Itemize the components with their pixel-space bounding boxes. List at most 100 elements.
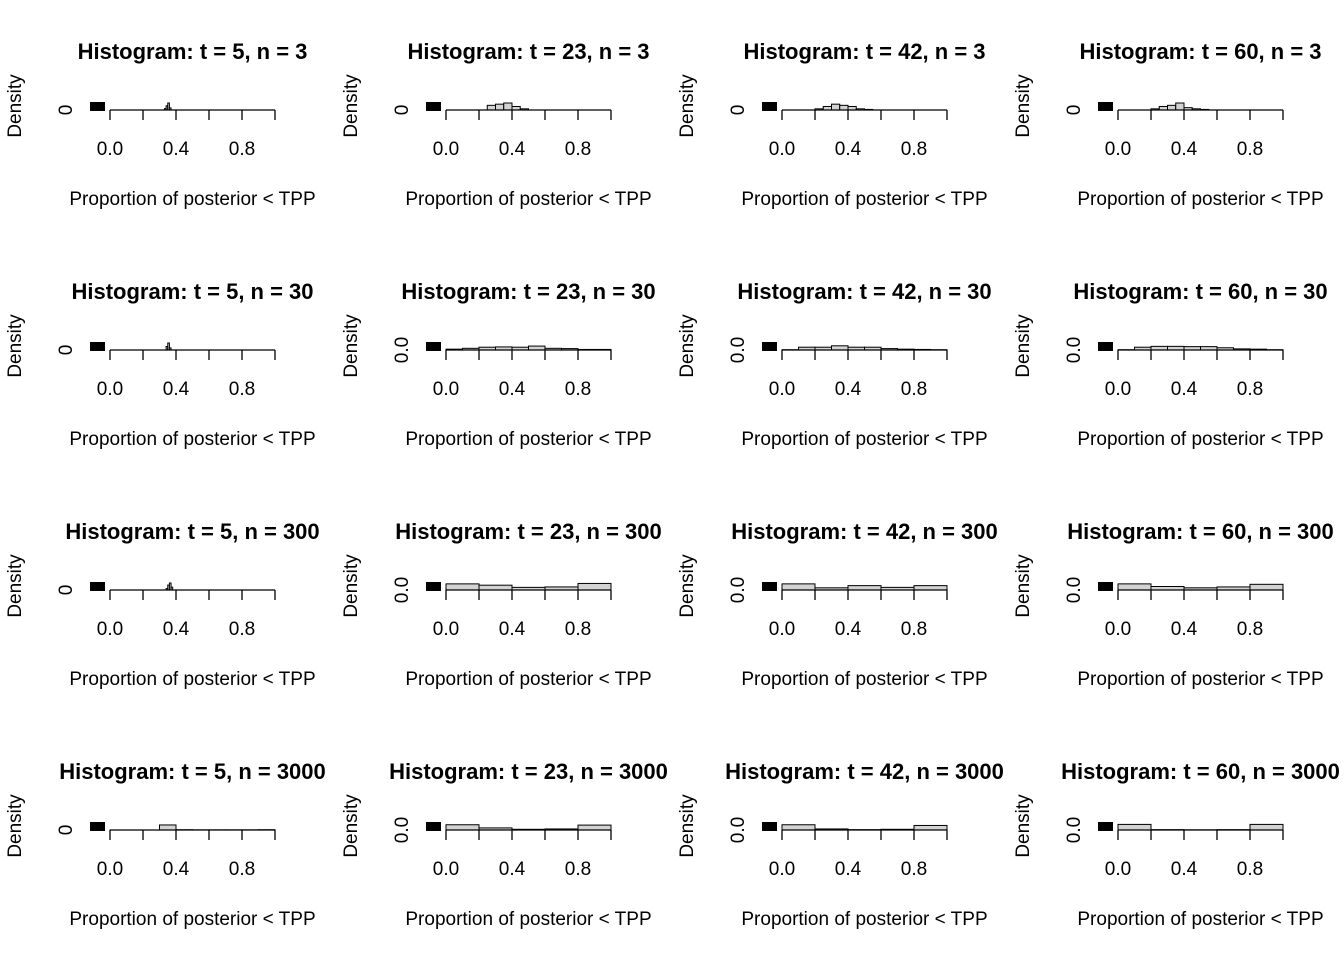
x-axis-label: Proportion of posterior < TPP (405, 669, 651, 690)
y-tick-label: 0 (56, 585, 77, 596)
x-tick-label: 0.8 (229, 139, 255, 160)
x-tick-label: 0.8 (229, 379, 255, 400)
chart-title: Histogram: t = 60, n = 30 (1073, 279, 1327, 304)
x-tick-label: 0.0 (433, 619, 459, 640)
x-tick-label: 0.8 (565, 619, 591, 640)
panel: Histogram: t = 42, n = 3000 Proportion of… (677, 759, 1004, 930)
x-tick-label: 0.8 (565, 379, 591, 400)
histogram-bar (839, 104, 849, 111)
x-tick-label: 0.0 (769, 859, 795, 880)
histogram-bar (781, 583, 816, 591)
panel: Histogram: t = 23, n = 3 Proportion of po… (341, 39, 652, 210)
histogram-bar (1249, 823, 1284, 831)
histogram-bar (159, 824, 177, 831)
x-axis-label: Proportion of posterior < TPP (741, 669, 987, 690)
panel: Histogram: t = 42, n = 3 Proportion of po… (677, 39, 988, 210)
histogram-bar (478, 584, 513, 591)
y-axis-label: Density (5, 554, 26, 618)
y-axis (90, 342, 105, 351)
x-axis-label: Proportion of posterior < TPP (1077, 429, 1323, 450)
x-tick-label: 0.0 (433, 859, 459, 880)
x-tick-label: 0.8 (901, 619, 927, 640)
panel: Histogram: t = 42, n = 30 Proportion of p… (677, 279, 992, 450)
x-tick-label: 0.8 (1237, 139, 1263, 160)
x-tick-label: 0.4 (163, 619, 190, 640)
chart-title: Histogram: t = 5, n = 3000 (59, 759, 326, 784)
x-axis-label: Proportion of posterior < TPP (69, 669, 315, 690)
y-axis (1098, 822, 1113, 831)
y-tick-label: 0.0 (728, 337, 749, 363)
x-axis-label: Proportion of posterior < TPP (1077, 189, 1323, 210)
histogram-bar (577, 824, 612, 831)
histogram-bar (913, 824, 948, 831)
y-axis (426, 342, 441, 351)
panel: Histogram: t = 23, n = 300 Proportion of … (341, 519, 662, 690)
x-tick-label: 0.4 (499, 379, 526, 400)
y-axis (762, 102, 777, 111)
x-tick-label: 0.8 (565, 859, 591, 880)
x-tick-label: 0.0 (1105, 139, 1131, 160)
panel: Histogram: t = 5, n = 30 Proportion of po… (5, 279, 316, 450)
panel: Histogram: t = 60, n = 300 Proportion of … (1013, 519, 1334, 690)
x-tick-label: 0.8 (901, 379, 927, 400)
y-tick-label: 0.0 (1064, 577, 1085, 603)
x-tick-label: 0.0 (97, 379, 123, 400)
histogram-bar (495, 103, 505, 111)
y-tick-label: 0 (56, 345, 77, 356)
y-tick-label: 0.0 (728, 577, 749, 603)
x-tick-label: 0.8 (1237, 859, 1263, 880)
panel: Histogram: t = 5, n = 300 Proportion of p… (5, 519, 320, 690)
x-axis-label: Proportion of posterior < TPP (69, 429, 315, 450)
y-tick-label: 0.0 (392, 817, 413, 843)
y-axis-label: Density (1013, 74, 1034, 138)
x-tick-label: 0.8 (565, 139, 591, 160)
panel: Histogram: t = 60, n = 30 Proportion of p… (1013, 279, 1328, 450)
x-axis-label: Proportion of posterior < TPP (405, 909, 651, 930)
y-axis (1098, 582, 1113, 591)
histogram-bar (486, 104, 496, 111)
y-axis (90, 822, 105, 831)
panel: Histogram: t = 5, n = 3 Proportion of pos… (5, 39, 316, 210)
x-tick-label: 0.4 (163, 139, 190, 160)
y-tick-label: 0.0 (1064, 817, 1085, 843)
chart-title: Histogram: t = 60, n = 3 (1079, 39, 1321, 64)
y-axis (762, 582, 777, 591)
x-axis-label: Proportion of posterior < TPP (741, 189, 987, 210)
y-axis (90, 102, 105, 111)
x-tick-label: 0.4 (835, 379, 862, 400)
y-axis (426, 582, 441, 591)
chart-title: Histogram: t = 60, n = 300 (1067, 519, 1334, 544)
x-axis-label: Proportion of posterior < TPP (405, 189, 651, 210)
x-tick-label: 0.4 (1171, 859, 1198, 880)
x-tick-label: 0.4 (499, 859, 526, 880)
panel: Histogram: t = 23, n = 30 Proportion of p… (341, 279, 656, 450)
x-tick-label: 0.0 (97, 619, 123, 640)
x-axis-label: Proportion of posterior < TPP (1077, 669, 1323, 690)
y-tick-label: 0.0 (392, 577, 413, 603)
x-tick-label: 0.4 (163, 379, 190, 400)
chart-title: Histogram: t = 42, n = 3 (743, 39, 985, 64)
panel: Histogram: t = 60, n = 3 Proportion of po… (1013, 39, 1324, 210)
chart-title: Histogram: t = 5, n = 30 (71, 279, 313, 304)
y-axis (426, 102, 441, 111)
x-tick-label: 0.4 (835, 619, 862, 640)
y-tick-label: 0 (56, 105, 77, 116)
y-axis-label: Density (677, 314, 698, 378)
chart-title: Histogram: t = 23, n = 3000 (389, 759, 668, 784)
x-axis-label: Proportion of posterior < TPP (1077, 909, 1323, 930)
chart-title: Histogram: t = 5, n = 3 (78, 39, 308, 64)
x-tick-label: 0.0 (769, 139, 795, 160)
y-axis (762, 822, 777, 831)
y-tick-label: 0 (728, 105, 749, 116)
histogram-bar (1117, 823, 1152, 831)
y-axis (426, 822, 441, 831)
x-tick-label: 0.0 (1105, 859, 1131, 880)
x-tick-label: 0.0 (769, 379, 795, 400)
x-tick-label: 0.0 (1105, 619, 1131, 640)
x-tick-label: 0.4 (835, 859, 862, 880)
x-tick-label: 0.4 (1171, 139, 1198, 160)
x-tick-label: 0.8 (901, 139, 927, 160)
y-axis-label: Density (1013, 794, 1034, 858)
panel: Histogram: t = 5, n = 3000 Proportion of … (5, 759, 326, 930)
y-axis (1098, 342, 1113, 351)
